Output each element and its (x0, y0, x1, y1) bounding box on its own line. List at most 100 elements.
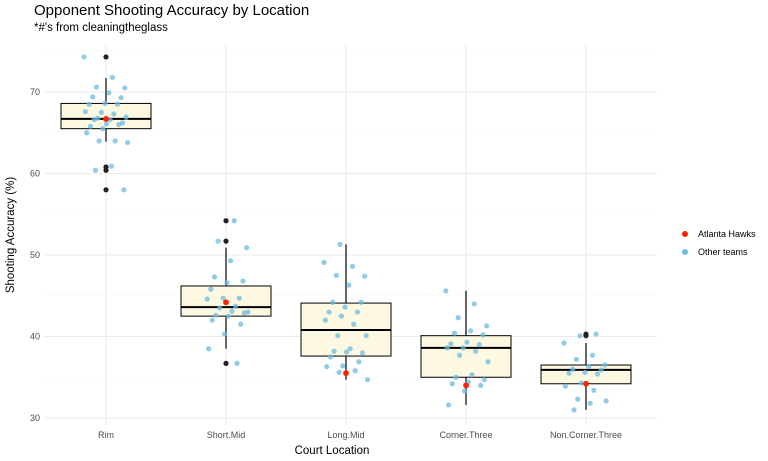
chart-subtitle: *#'s from cleaningtheglass (34, 22, 168, 34)
other-team-point (343, 349, 350, 355)
other-team-point (84, 130, 90, 136)
other-team-point (456, 352, 463, 358)
other-team-point (336, 369, 342, 375)
other-team-point (92, 167, 99, 173)
other-team-point (100, 126, 106, 132)
other-team-point (443, 288, 449, 294)
x-tick-label: Short.Mid (207, 430, 246, 440)
other-team-point (364, 377, 371, 383)
other-team-point (481, 377, 487, 383)
legend-marker (682, 231, 688, 237)
other-team-point (570, 366, 576, 372)
other-team-point (118, 95, 124, 101)
chart-title: Opponent Shooting Accuracy by Location (34, 2, 310, 19)
other-team-point (566, 370, 572, 376)
outlier-point (103, 167, 109, 173)
other-team-point (362, 273, 368, 279)
other-team-point (445, 402, 452, 408)
y-axis-label: Shooting Accuracy (%) (5, 177, 17, 294)
other-team-point (122, 85, 128, 91)
other-team-point (349, 263, 356, 270)
other-team-point (562, 383, 568, 389)
other-team-point (322, 317, 328, 323)
y-tick-label: 50 (30, 250, 40, 260)
atlanta-hawks-point (103, 115, 109, 122)
other-team-point (449, 381, 455, 387)
other-team-point (460, 345, 466, 351)
other-team-point (462, 388, 468, 394)
other-team-point (124, 139, 131, 146)
legend-marker (682, 249, 688, 255)
other-team-point (356, 359, 362, 365)
y-tick-label: 60 (30, 169, 40, 179)
other-team-point (335, 333, 341, 339)
other-team-point (220, 295, 226, 301)
other-team-point (571, 407, 577, 413)
other-team-point (116, 122, 122, 128)
other-team-point (478, 382, 484, 388)
other-team-point (469, 372, 475, 378)
other-team-point (240, 278, 246, 284)
other-team-point (327, 354, 334, 360)
other-team-point (121, 187, 127, 193)
other-team-point (86, 101, 92, 107)
other-team-point (205, 346, 212, 352)
other-team-point (213, 312, 219, 318)
other-team-point (91, 117, 97, 123)
other-team-point (103, 121, 110, 127)
x-tick-label: Long.Mid (327, 430, 364, 440)
other-team-point (211, 274, 218, 280)
other-team-point (87, 123, 94, 129)
other-team-point (114, 101, 121, 107)
other-team-point (346, 282, 352, 288)
other-team-point (476, 342, 482, 348)
outlier-point (223, 218, 229, 224)
other-team-point (338, 313, 345, 319)
outlier-point (103, 187, 109, 193)
other-team-point (333, 272, 339, 278)
x-tick-label: Corner.Three (439, 430, 492, 440)
other-team-point (326, 309, 332, 315)
other-team-point (358, 299, 364, 305)
other-team-point (589, 352, 596, 358)
outlier-point (223, 238, 229, 244)
other-team-point (453, 374, 459, 380)
other-team-point (587, 400, 593, 406)
other-team-point (330, 299, 336, 305)
x-tick-label: Non.Corner.Three (550, 430, 622, 440)
other-team-point (324, 364, 330, 370)
other-team-point (209, 317, 215, 323)
atlanta-hawks-point (343, 370, 349, 377)
other-team-point (603, 398, 609, 404)
other-team-point (233, 303, 239, 309)
other-team-point (231, 218, 237, 224)
other-team-point (484, 323, 490, 329)
other-team-point (225, 313, 231, 319)
other-team-point (340, 363, 346, 369)
other-team-point (451, 330, 458, 336)
other-team-point (467, 328, 474, 334)
outlier-point (103, 54, 109, 60)
y-tick-label: 70 (30, 87, 40, 97)
other-team-point (215, 238, 221, 244)
legend-label: Other teams (698, 247, 748, 257)
other-team-point (573, 356, 579, 362)
other-team-point (241, 310, 247, 316)
other-team-point (575, 396, 581, 402)
other-team-point (602, 362, 608, 368)
other-team-point (216, 305, 223, 311)
atlanta-hawks-point (583, 380, 589, 387)
other-team-point (82, 108, 88, 115)
other-team-point (204, 296, 210, 302)
other-team-point (594, 371, 601, 377)
other-team-point (90, 94, 96, 100)
other-team-point (81, 54, 87, 60)
outlier-point (583, 333, 589, 339)
other-team-point (485, 359, 491, 365)
y-tick-label: 30 (30, 413, 40, 423)
other-team-point (444, 345, 450, 351)
other-team-point (244, 245, 250, 251)
other-team-point (363, 333, 369, 339)
